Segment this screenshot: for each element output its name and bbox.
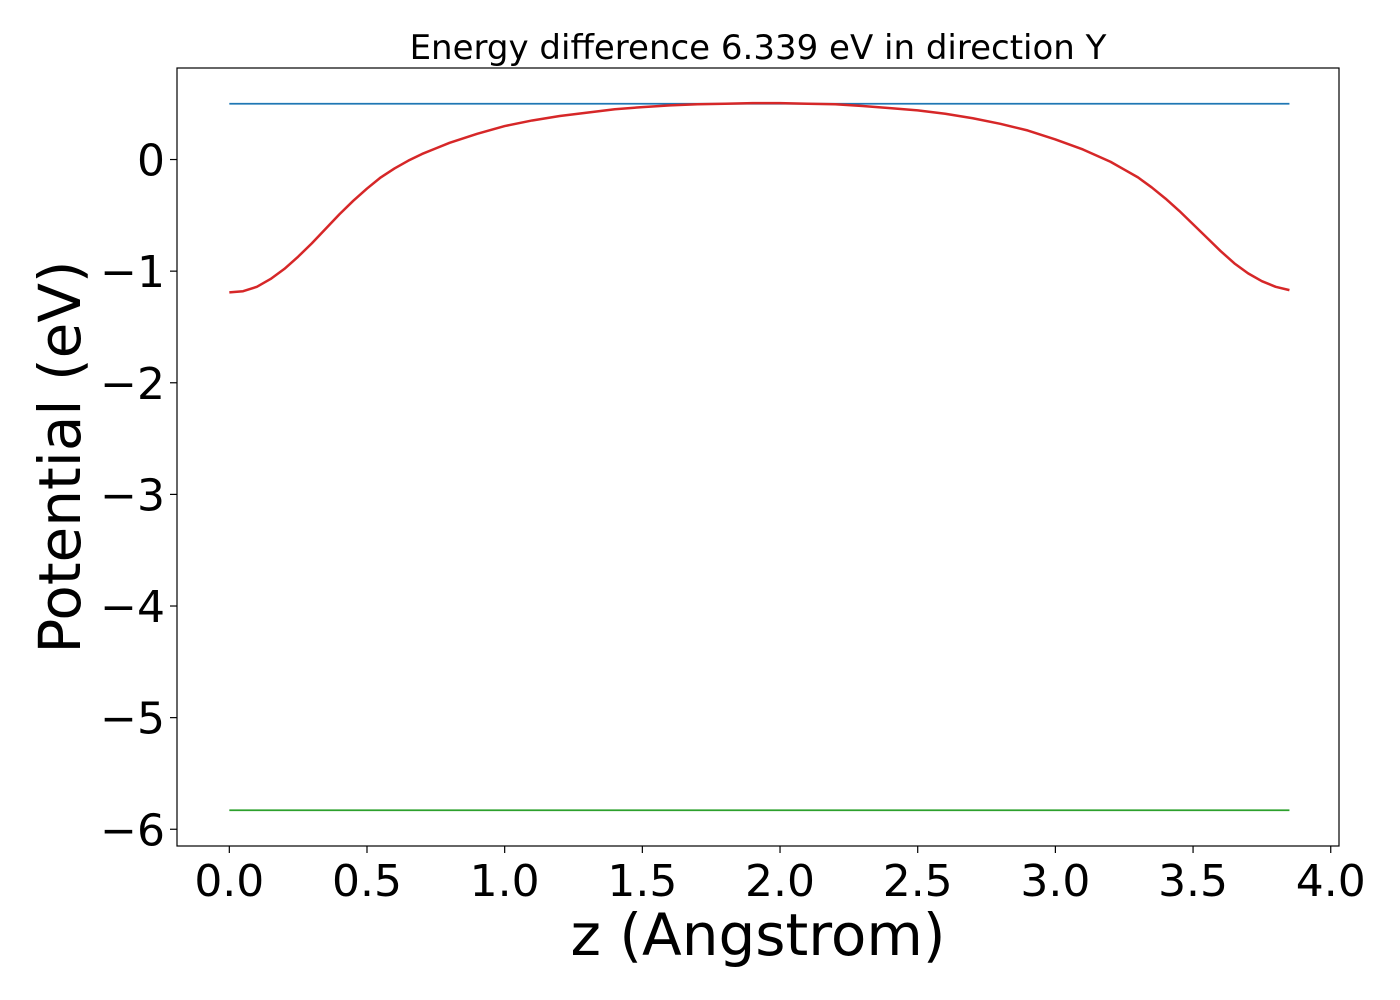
x-tick-label: 3.5 (1158, 856, 1228, 907)
series-line-2 (229, 101, 1290, 294)
x-tick-label: 4.0 (1296, 856, 1366, 907)
plot-frame (176, 67, 1340, 847)
ticks-layer: 0.0 0.5 1.0 1.5 2.0 2.5 3.0 3.5 4.0 0 −1 −2 −3 −4 −5 −6 (100, 136, 1366, 907)
y-tick-label: −3 (100, 470, 165, 521)
y-tick-label: −6 (100, 805, 165, 856)
x-tick-label: 0.5 (332, 856, 402, 907)
x-axis-label: z (Angstrom) (571, 901, 946, 969)
y-tick-label: −5 (100, 694, 165, 745)
chart-title: Energy difference 6.339 eV in direction … (410, 28, 1107, 68)
x-tick-label: 1.5 (607, 856, 677, 907)
x-tick-label: 0.0 (194, 856, 264, 907)
y-tick-label: −1 (100, 247, 165, 298)
series-layer (229, 101, 1290, 812)
y-tick-label: −2 (100, 359, 165, 410)
x-tick-label: 1.0 (470, 856, 540, 907)
y-tick-label: 0 (137, 136, 165, 187)
x-tick-label: 2.5 (883, 856, 953, 907)
y-axis-label: Potential (eV) (26, 260, 94, 653)
x-tick-label: 3.0 (1020, 856, 1090, 907)
x-tick-label: 2.0 (745, 856, 815, 907)
y-tick-label: −4 (100, 582, 165, 633)
